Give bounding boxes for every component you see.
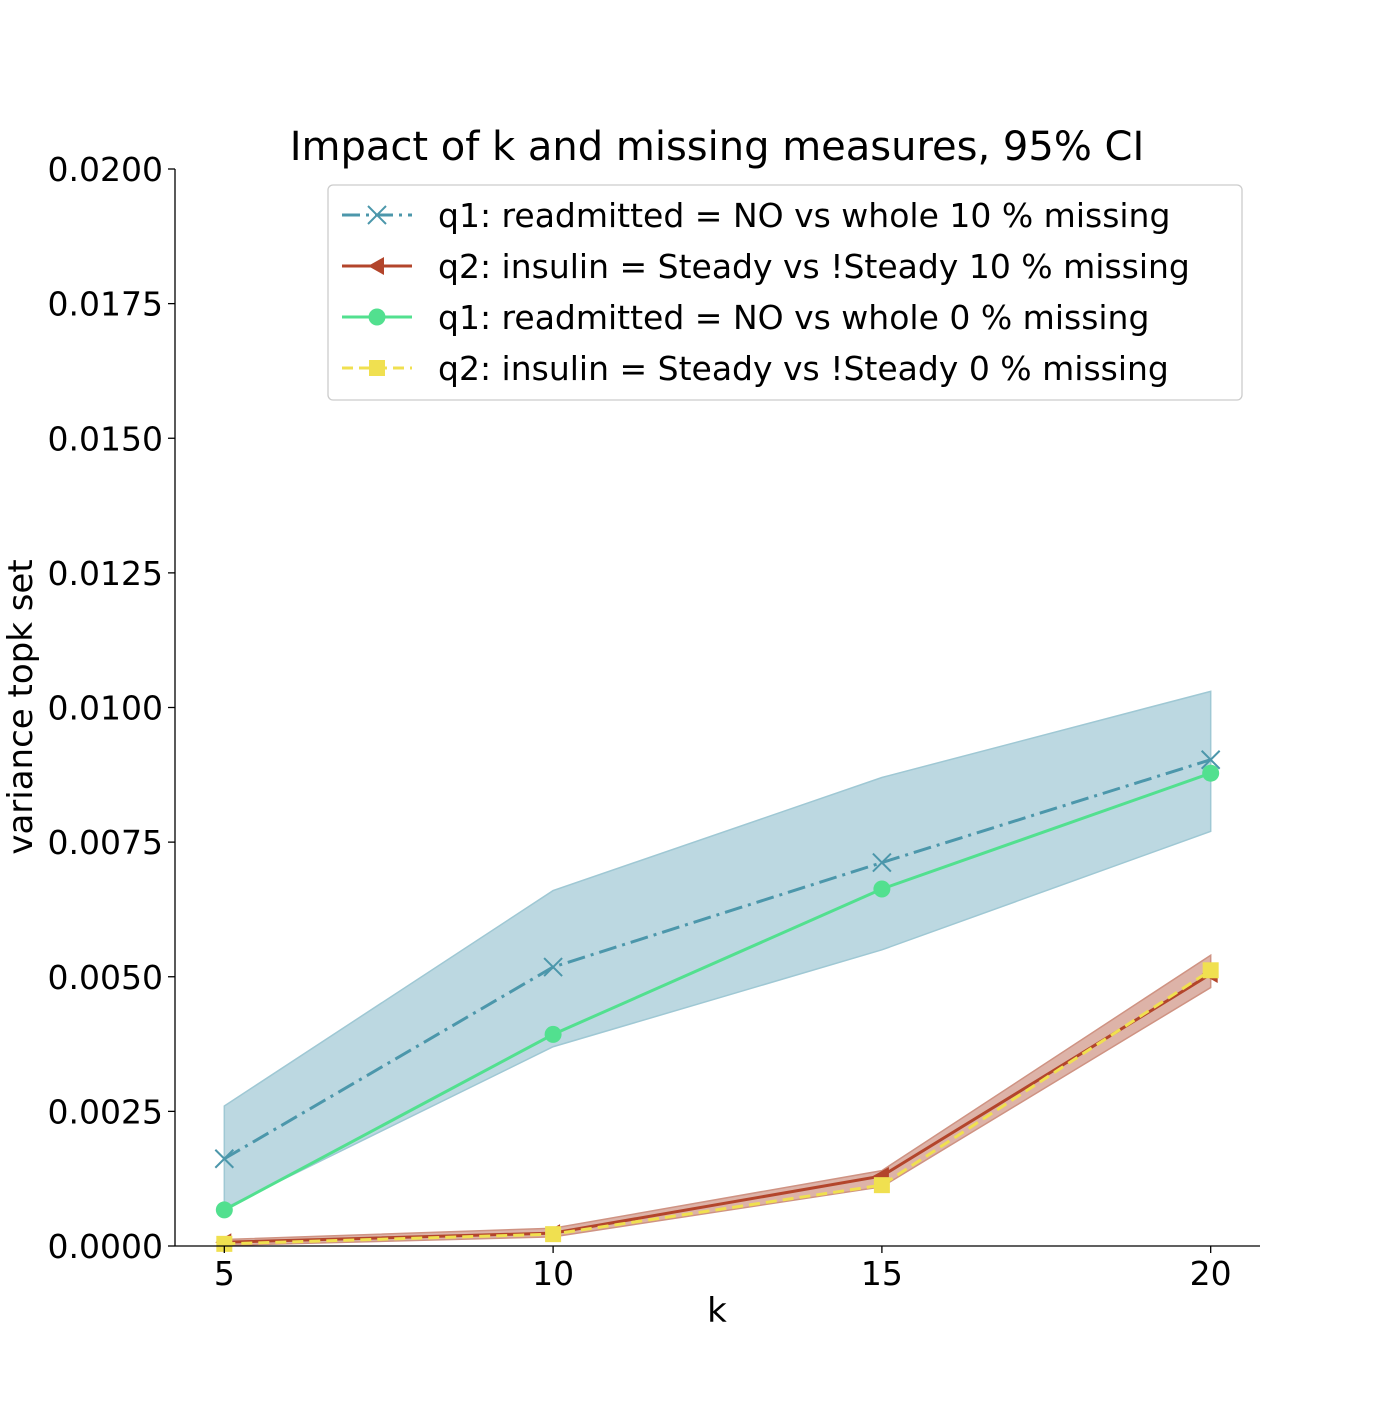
legend-box: [327, 184, 1243, 401]
data-point-3-0: [216, 1235, 233, 1252]
x-tick-label-0: 5: [214, 1254, 235, 1293]
series-3: [216, 962, 1219, 1252]
confidence-bands: [223, 690, 1212, 1247]
series-line-0: [223, 758, 1212, 1161]
legend-entry-1: q2: insulin = Steady vs !Steady 10 % mis…: [342, 247, 1190, 286]
x-axis-label: k: [707, 1291, 727, 1331]
y-tick-label-2: 0.0050: [48, 958, 163, 997]
y-tick-label-1: 0.0025: [48, 1092, 163, 1131]
legend-entry-2: q1: readmitted = NO vs whole 0 % missing: [342, 298, 1149, 337]
series-line-1: [224, 972, 1212, 1244]
data-point-0-1: [543, 957, 563, 977]
legend-entry-3: q2: insulin = Steady vs !Steady 0 % miss…: [342, 349, 1169, 388]
legend-entry-0: q1: readmitted = NO vs whole 10 % missin…: [342, 196, 1170, 235]
x-tick-label-1: 10: [532, 1254, 574, 1293]
legend: q1: readmitted = NO vs whole 10 % missin…: [327, 184, 1243, 401]
series-line-2: [223, 771, 1212, 1212]
data-point-3-2: [873, 1177, 890, 1194]
y-tick-label-4: 0.0100: [48, 689, 163, 728]
data-point-3-1: [545, 1226, 562, 1243]
data-point-0-0: [214, 1149, 235, 1169]
data-point-2-3: [1202, 764, 1220, 782]
data-point-2-2: [873, 880, 891, 898]
y-tick-label-5: 0.0125: [48, 554, 163, 593]
data-point-0-3: [1200, 750, 1221, 770]
y-tick-label-7: 0.0175: [48, 285, 163, 324]
y-tick-label-6: 0.0150: [48, 419, 163, 458]
x-tick-label-3: 20: [1190, 1254, 1232, 1293]
series-2: [215, 764, 1220, 1219]
data-point-3-3: [1202, 962, 1219, 979]
data-point-0-2: [872, 852, 892, 873]
series-0: [214, 750, 1221, 1169]
series-line-3: [224, 969, 1212, 1246]
y-axis-label: variance topk set: [1, 559, 41, 854]
y-tick-label-0: 0.0000: [48, 1227, 163, 1266]
legend-label-3: q2: insulin = Steady vs !Steady 0 % miss…: [438, 349, 1169, 388]
chart-title: Impact of k and missing measures, 95% CI: [290, 124, 1145, 170]
data-point-2-1: [544, 1025, 562, 1043]
legend-label-2: q1: readmitted = NO vs whole 0 % missing: [438, 298, 1149, 337]
x-tick-label-2: 15: [861, 1254, 903, 1293]
y-tick-label-3: 0.0075: [48, 823, 163, 862]
data-point-2-0: [215, 1201, 233, 1219]
legend-marker-3: [369, 360, 385, 376]
legend-label-0: q1: readmitted = NO vs whole 10 % missin…: [438, 196, 1170, 235]
y-tick-label-8: 0.0200: [48, 150, 163, 189]
legend-marker-1: [368, 257, 384, 275]
legend-marker-2: [368, 308, 386, 326]
axes: 5 10 15 20 0.0000 0.0025 0.0050 0.0075 0.0100 0.0…: [48, 150, 1260, 1293]
legend-marker-0: [367, 205, 387, 225]
series-lines: [214, 750, 1221, 1252]
legend-label-1: q2: insulin = Steady vs !Steady 10 % mis…: [438, 247, 1190, 286]
